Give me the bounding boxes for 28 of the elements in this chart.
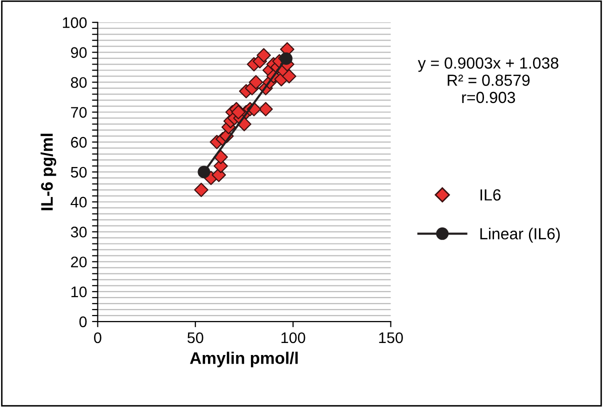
x-axis-title: Amylin pmol/l <box>190 352 298 368</box>
y-tick-label: 10 <box>71 286 87 298</box>
y-tick-label: 80 <box>70 77 87 88</box>
point <box>248 75 264 90</box>
point <box>194 182 208 198</box>
legend-label: Linear (IL6) <box>480 228 560 243</box>
y-tick-label: 50 <box>70 166 87 178</box>
y-tick-label: 0 <box>79 316 87 328</box>
x-tick-label: 0 <box>94 332 102 344</box>
y-tick-label: 60 <box>71 136 87 148</box>
legend-label: IL6 <box>480 189 501 201</box>
text: y = 0.9003x + 1.038 R² = 0.8579 r=0.903 <box>418 57 558 104</box>
x-tick-label: 100 <box>281 332 306 344</box>
x-tick-label: 150 <box>379 332 403 344</box>
y-axis-title: IL-6 pg/ml <box>40 134 56 210</box>
y-tick-label: 70 <box>71 106 87 118</box>
point <box>282 69 296 84</box>
y-tick-label: 100 <box>62 17 87 28</box>
point <box>198 166 210 178</box>
x-tick-label: 50 <box>187 332 204 344</box>
point <box>256 48 271 62</box>
y-tick-label: 90 <box>70 47 87 58</box>
point <box>231 104 246 120</box>
point <box>258 102 273 116</box>
y-tick-label: 30 <box>70 226 87 238</box>
y-tick-label: 20 <box>71 256 87 268</box>
point <box>214 150 228 164</box>
y-tick-label: 40 <box>70 196 87 208</box>
